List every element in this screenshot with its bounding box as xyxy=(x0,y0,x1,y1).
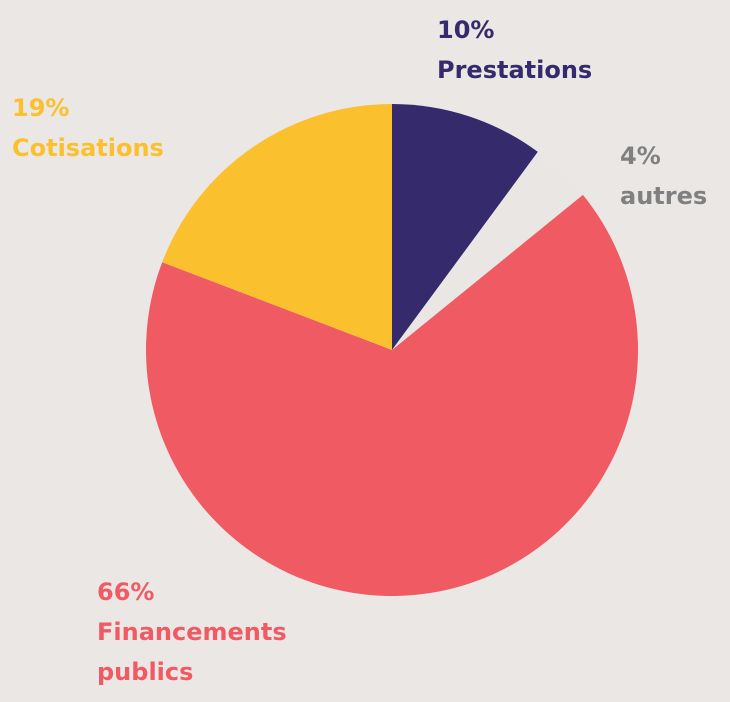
category-label: Cotisations xyxy=(12,134,164,162)
value-label: 10% xyxy=(437,16,495,44)
value-label: 19% xyxy=(12,94,70,122)
pie-slice xyxy=(162,104,392,350)
pie-slice xyxy=(392,151,583,350)
slice-label: 10% Prestations xyxy=(437,10,657,90)
value-label: 4% xyxy=(620,142,661,170)
slice-label: 4% autres xyxy=(620,136,730,216)
category-label: autres xyxy=(620,182,708,210)
category-label: Prestations xyxy=(437,56,593,84)
pie-slice xyxy=(145,194,638,597)
slice-label: 19% Cotisations xyxy=(12,88,252,168)
pie-slice xyxy=(392,104,538,350)
slice-label: 66% Financements publics xyxy=(97,572,337,692)
category-label: Financements publics xyxy=(97,618,287,686)
value-label: 66% xyxy=(97,578,155,606)
